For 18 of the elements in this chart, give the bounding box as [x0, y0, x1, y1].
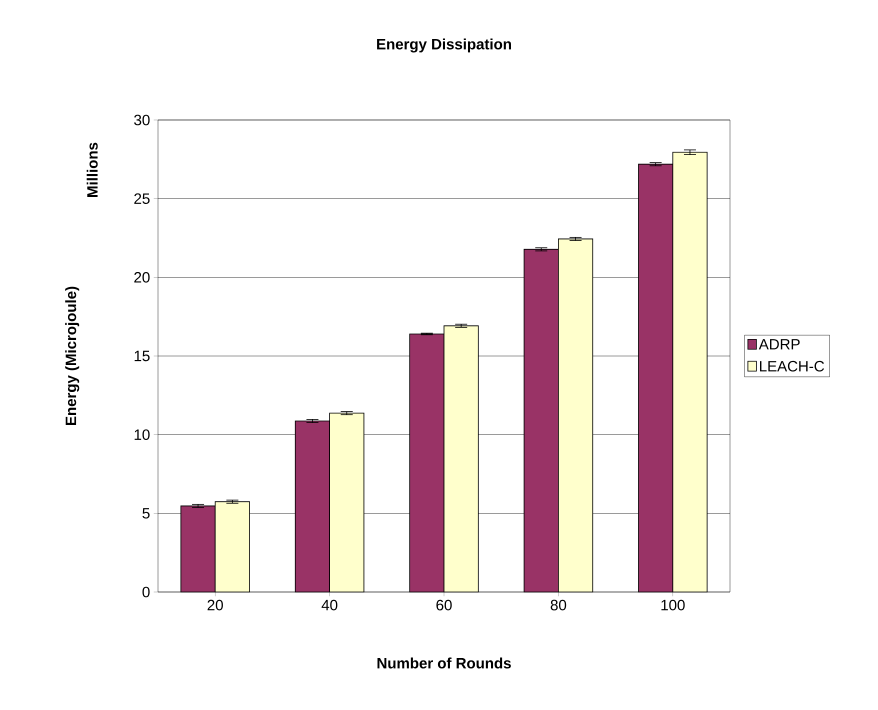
- legend-label: LEACH-C: [760, 360, 824, 372]
- x-tick-label: 60: [436, 600, 452, 610]
- chart-title: Energy Dissipation: [377, 38, 511, 52]
- y-tick-label: 25: [134, 193, 150, 204]
- x-tick-label: 40: [322, 600, 338, 610]
- text: Millions: [86, 142, 98, 197]
- y-tick-label: 5: [142, 508, 150, 519]
- x-tick-label: 100: [661, 600, 685, 610]
- y-axis-title: Energy (Microjoule): [65, 286, 80, 426]
- y-tick-label: 10: [134, 429, 150, 440]
- y-tick-label: 20: [134, 272, 150, 283]
- y-tick-label: 15: [134, 350, 150, 362]
- x-axis-title: Number of Rounds: [378, 657, 511, 669]
- x-tick-label: 20: [208, 600, 223, 610]
- y-tick-label: 0: [142, 586, 150, 598]
- y-tick-label: 30: [134, 114, 150, 126]
- legend-label: ADRP: [758, 339, 800, 350]
- x-tick-label: 80: [550, 600, 566, 610]
